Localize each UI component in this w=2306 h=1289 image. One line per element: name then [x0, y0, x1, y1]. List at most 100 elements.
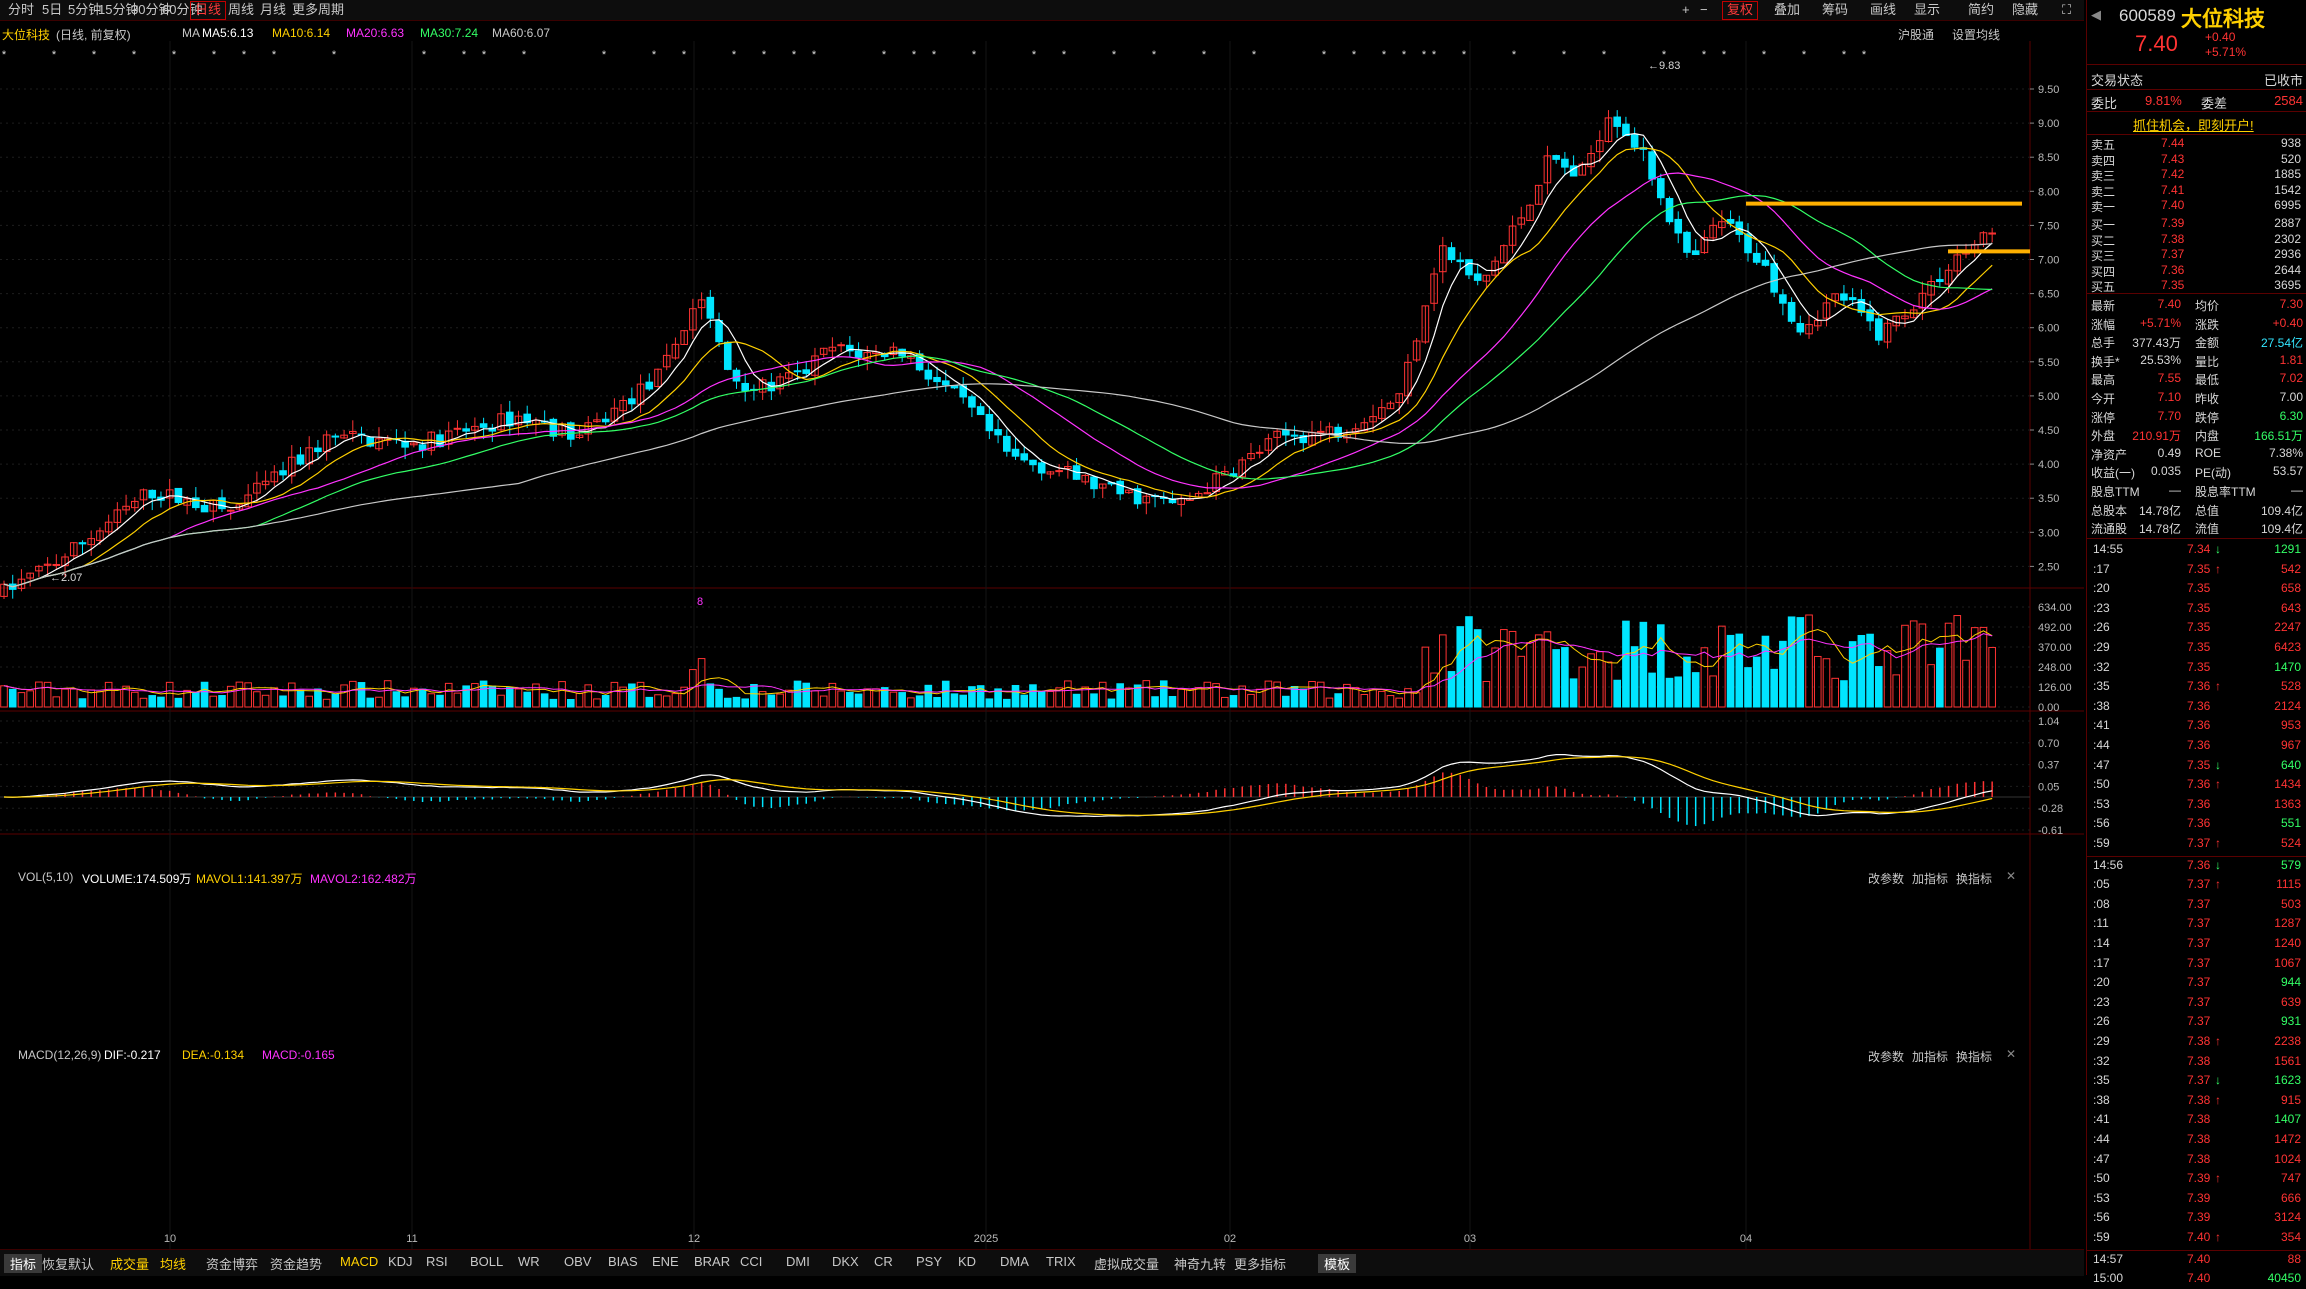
indicator-tab-18[interactable]: CR — [874, 1254, 893, 1269]
candle-up — [96, 530, 104, 541]
vol-close-icon[interactable]: ✕ — [2006, 869, 2017, 883]
indicator-tab-15[interactable]: CCI — [740, 1254, 763, 1269]
hide-button[interactable]: 隐藏 — [2012, 2, 2039, 17]
display-button[interactable]: 显示 — [1914, 2, 1941, 17]
candle-up — [26, 572, 34, 579]
open-account-promo[interactable]: 抓住机会，即刻开户! — [2133, 118, 2254, 133]
vol-bar-up — [671, 693, 680, 708]
arrow-up-icon: ↑ — [2215, 836, 2221, 850]
news-marker: * — [482, 49, 487, 61]
indicator-tab-23[interactable]: 虚拟成交量 — [1094, 1257, 1160, 1272]
news-marker: * — [1252, 49, 1257, 61]
tick-time: :17 — [2093, 955, 2110, 970]
indicator-tab-9[interactable]: BOLL — [470, 1254, 504, 1269]
indicator-tab-21[interactable]: DMA — [1000, 1254, 1029, 1269]
chips-button[interactable]: 筹码 — [1822, 2, 1849, 17]
period-tab-weekly[interactable]: 周线 — [228, 2, 255, 17]
macd-add-indicator[interactable]: 加指标 — [1912, 1050, 1949, 1064]
candle-up — [1901, 315, 1909, 320]
vol-bar-up — [610, 681, 619, 708]
stat-label: 涨停 — [2091, 410, 2116, 425]
vol-edit-params[interactable]: 改参数 — [1868, 872, 1905, 886]
news-marker: * — [52, 49, 57, 61]
tick-price: 7.38 — [2187, 1053, 2211, 1068]
hk-connect-link[interactable]: 沪股通 — [1898, 28, 1935, 42]
indicator-tab-16[interactable]: DMI — [786, 1254, 810, 1269]
indicator-tab-10[interactable]: WR — [518, 1254, 540, 1269]
stat-row: 收益(一) 0.035 PE(动) 53.57 — [2087, 463, 2306, 481]
indicator-tab-25[interactable]: 更多指标 — [1234, 1257, 1287, 1272]
indicator-tab-14[interactable]: BRAR — [694, 1254, 731, 1269]
collapse-arrow-icon[interactable]: ◀ — [2091, 7, 2101, 22]
period-tab-5min[interactable]: 5分钟 — [68, 2, 102, 17]
price-tick-label: 4.00 — [2038, 459, 2059, 471]
indicator-tab-8[interactable]: RSI — [426, 1254, 448, 1269]
vol-add-indicator[interactable]: 加指标 — [1912, 872, 1949, 886]
fullscreen-icon[interactable]: ⛶ — [2062, 2, 2072, 17]
adjust-button[interactable]: 复权 — [1722, 1, 1759, 20]
draw-line-button[interactable]: 画线 — [1870, 2, 1897, 17]
vol-bar-down — [1787, 616, 1796, 708]
zoom-in-button[interactable]: + — [1682, 2, 1690, 17]
indicator-tab-3[interactable]: 均线 — [160, 1257, 187, 1272]
period-tab-more[interactable]: 更多周期 — [292, 2, 345, 17]
vol-bar-down — [1029, 684, 1037, 708]
candle-up — [1491, 260, 1499, 276]
news-marker: * — [762, 49, 767, 61]
candle-up — [1255, 451, 1264, 454]
vol-bar-down — [645, 696, 654, 708]
indicator-tab-22[interactable]: TRIX — [1046, 1254, 1076, 1269]
candle-up — [811, 355, 819, 376]
vol-bar-down — [479, 680, 488, 708]
indicator-tab-20[interactable]: KD — [958, 1254, 977, 1269]
period-tab-30min[interactable]: 30分钟 — [131, 2, 172, 17]
stat-label: 最高 — [2091, 373, 2116, 388]
vol-bar-down — [1447, 671, 1456, 708]
macd-edit-params[interactable]: 改参数 — [1868, 1050, 1905, 1064]
indicator-tab-24[interactable]: 神奇九转 — [1174, 1257, 1227, 1272]
indicator-tab-12[interactable]: BIAS — [608, 1254, 638, 1269]
vol-bar-down — [279, 695, 287, 708]
candle-up — [1944, 269, 1953, 285]
vol-bar-down — [601, 695, 610, 708]
vol-bar-up — [17, 692, 26, 708]
period-tab-15min[interactable]: 15分钟 — [98, 2, 139, 17]
tick-row: :59 7.37 ↑ 524 — [2087, 835, 2306, 854]
macd-close-icon[interactable]: ✕ — [2006, 1047, 2017, 1061]
indicator-tab-5[interactable]: 资金趋势 — [270, 1257, 323, 1272]
overlay-button[interactable]: 叠加 — [1774, 2, 1801, 17]
zoom-out-button[interactable]: − — [1700, 2, 1708, 17]
kline-chart-pane[interactable]: 9.50 9.00 8.50 8.00 7.50 7.00 6.50 6.00 5.50 5.00… — [0, 21, 2084, 1249]
indicator-tab-13[interactable]: ENE — [652, 1254, 679, 1269]
candle-up — [287, 456, 296, 477]
candle-up — [104, 521, 113, 533]
macd-switch-indicator[interactable]: 换指标 — [1956, 1050, 1993, 1064]
period-tab-daily[interactable]: 日线 — [190, 1, 227, 20]
indicator-tab-1[interactable]: 恢复默认 — [42, 1257, 95, 1272]
vol-bar-up — [1953, 615, 1962, 708]
vol-switch-indicator[interactable]: 换指标 — [1956, 872, 1993, 886]
tick-time: 14:56 — [2093, 857, 2124, 872]
vol-bar-down — [793, 680, 802, 708]
period-tab-timeshare[interactable]: 分时 — [8, 2, 35, 17]
ma5-value: MA5:6.13 — [202, 26, 254, 40]
set-ma-button[interactable]: 设置均线 — [1952, 28, 2001, 42]
indicator-tab-26[interactable]: 模板 — [1318, 1254, 1357, 1273]
indicator-tab-2[interactable]: 成交量 — [110, 1257, 150, 1272]
stat-value: 7.55 — [2157, 371, 2181, 386]
indicator-tab-19[interactable]: PSY — [916, 1254, 943, 1269]
indicator-tab-7[interactable]: KDJ — [388, 1254, 413, 1269]
vol-bar-up — [375, 696, 383, 708]
ask-row: 卖四 7.43 520 — [2087, 152, 2306, 168]
indicator-tab-6[interactable]: MACD — [340, 1254, 379, 1269]
period-tab-monthly[interactable]: 月线 — [260, 2, 287, 17]
vol-bar-down — [1848, 641, 1857, 708]
indicator-tab-17[interactable]: DKX — [832, 1254, 859, 1269]
indicator-tab-4[interactable]: 资金博弈 — [206, 1257, 259, 1272]
period-tab-60min[interactable]: 60分钟 — [162, 2, 203, 17]
simple-button[interactable]: 简约 — [1968, 2, 1995, 17]
period-tab-5day[interactable]: 5日 — [42, 2, 63, 17]
indicator-tab-0[interactable]: 指标 — [4, 1254, 43, 1273]
tick-price: 7.36 — [2187, 857, 2211, 872]
indicator-tab-11[interactable]: OBV — [564, 1254, 592, 1269]
